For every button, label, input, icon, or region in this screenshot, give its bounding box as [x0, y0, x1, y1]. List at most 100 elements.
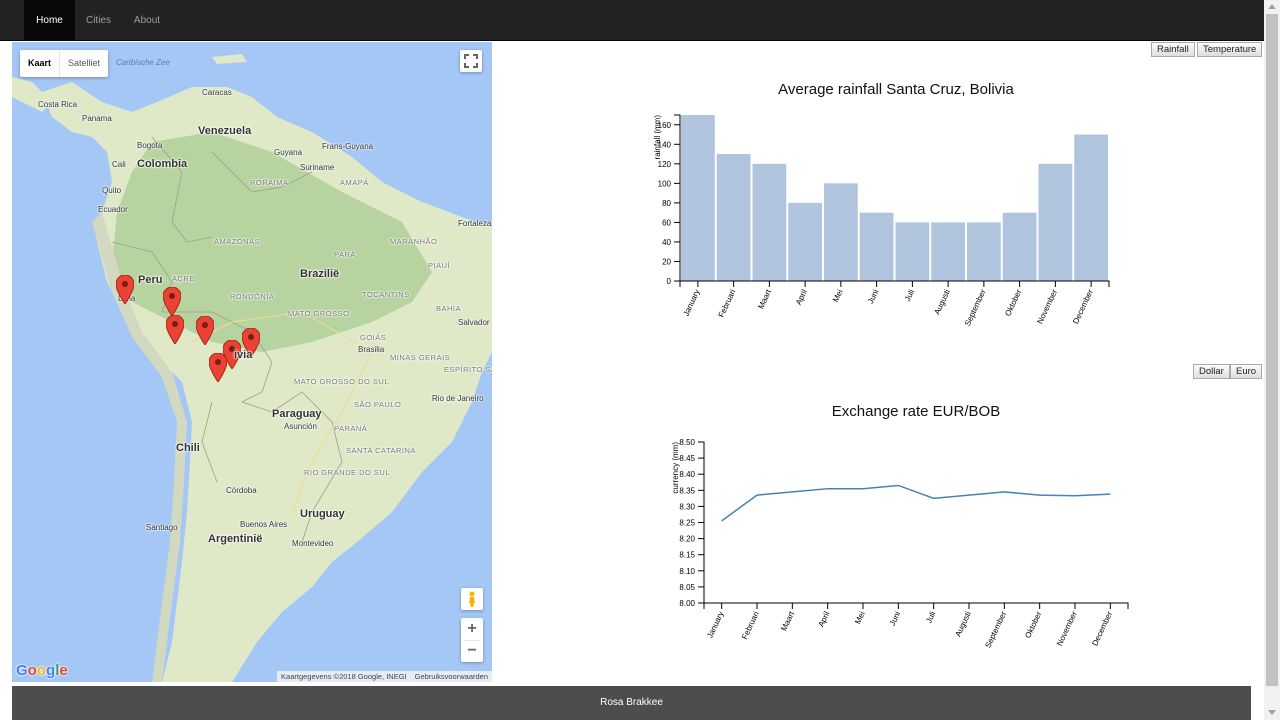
map-label-panama: Panama	[82, 114, 112, 123]
x-tick-label: Maart	[779, 609, 796, 632]
bar-april	[788, 202, 822, 281]
x-axis-line	[703, 602, 1129, 609]
map-label-sao-paulo: SÃO PAULO	[354, 400, 402, 409]
rainfall-bar-chart: 0 20 40 60 80 100 120 140 160 January Februari Maar…	[653, 114, 1110, 327]
map-label-acre: ACRE	[172, 274, 195, 283]
map-label-cali: Cali	[112, 160, 126, 169]
terms-link[interactable]: Gebruiksvoorwaarden	[414, 672, 488, 681]
map-label-maranhao: MARANHÃO	[390, 237, 438, 246]
y-tick-label: 8.00	[679, 599, 695, 608]
map-label-chili: Chili	[176, 442, 200, 454]
map-label-mato-grosso-do-sul: MATO GROSSO DO SUL	[294, 377, 389, 386]
map-type-control: Kaart Satelliet	[20, 50, 109, 77]
nav-home-link[interactable]: Home	[24, 0, 75, 41]
y-tick-label: 100	[658, 179, 672, 188]
map-label-amapa: AMAPÁ	[340, 178, 369, 187]
x-tick-label: Februari	[740, 610, 761, 641]
x-tick-label: Juli	[903, 288, 916, 303]
map-label-paraguay: Paraguay	[272, 408, 322, 420]
map-label-parana: PARANÁ	[334, 424, 368, 433]
bar-november	[1038, 163, 1073, 281]
nav-cities-link[interactable]: Cities	[85, 15, 111, 26]
map-label-mato-grosso: MATO GROSSO	[288, 309, 350, 318]
map-label-caracas: Caracas	[202, 88, 232, 97]
map-label-rio-grande-do-sul: RIO GRANDE DO SUL	[304, 468, 391, 477]
google-logo[interactable]: Google	[16, 662, 68, 679]
map-marker-icon[interactable]	[163, 287, 181, 316]
rainfall-button[interactable]: Rainfall	[1151, 42, 1195, 57]
map-type-satelliet-button[interactable]: Satelliet	[68, 58, 101, 68]
map-label-espirito-santo: ESPÍRITO SANTO	[444, 365, 492, 374]
y-tick-label: 80	[662, 199, 671, 208]
scroll-up-arrow-icon[interactable]	[1268, 4, 1276, 9]
map-label-bolivia: ivia	[234, 349, 253, 361]
x-tick-label: November	[1055, 610, 1079, 648]
bar-juni	[859, 212, 894, 281]
zoom-in-button[interactable]: +	[467, 620, 477, 637]
map-label-bahia: BAHIA	[436, 304, 462, 313]
map-type-kaart-button[interactable]: Kaart	[20, 50, 61, 77]
map-marker-icon[interactable]	[242, 328, 260, 357]
map-label-fortaleza: Fortaleza	[458, 219, 492, 228]
map-label-caribbean: Caribische Zee	[116, 58, 170, 67]
y-tick-label: 8.25	[679, 519, 695, 528]
map-marker-icon[interactable]	[209, 353, 227, 382]
map-label-argentinie: Argentinië	[208, 533, 263, 545]
map-base-shapes	[12, 54, 492, 682]
dollar-button[interactable]: Dollar	[1193, 364, 1230, 379]
zoom-out-button[interactable]: −	[467, 642, 477, 659]
x-tick-label: September	[983, 610, 1008, 650]
map-label-venezuela: Venezuela	[198, 125, 252, 137]
fullscreen-icon	[464, 54, 478, 68]
map-label-buenos-aires: Buenos Aires	[240, 520, 288, 529]
bar-january	[681, 115, 715, 281]
y-tick-label: 120	[658, 160, 672, 169]
map-label-brasilia: Brasilia	[358, 345, 385, 354]
map-label-salvador: Salvador	[458, 318, 490, 327]
nav-about-link[interactable]: About	[133, 15, 161, 26]
x-tick-label: Augusti	[953, 610, 973, 638]
map-marker-icon[interactable]	[223, 340, 241, 369]
map[interactable]: Caribische Zee Caracas Costa Rica Panama…	[12, 42, 492, 682]
street-view-button[interactable]	[461, 588, 483, 610]
bar-februari	[716, 154, 751, 281]
fullscreen-button[interactable]	[460, 50, 482, 72]
scroll-thumb[interactable]	[1266, 14, 1278, 686]
map-marker-icon[interactable]	[196, 316, 214, 345]
y-tick-label: 8.15	[679, 551, 695, 560]
map-label-piaui: PIAUÍ	[428, 261, 451, 270]
map-marker-icon[interactable]	[116, 275, 134, 304]
rainfall-chart-title: Average rainfall Santa Cruz, Bolivia	[778, 81, 1014, 98]
y-tick-label: 8.10	[679, 567, 695, 576]
x-tick-label: Maart	[756, 287, 773, 310]
temperature-button[interactable]: Temperature	[1197, 42, 1263, 57]
exchange-rate-line	[721, 484, 1111, 522]
bar-mei	[824, 183, 858, 281]
map-label-goias: GOIÁS	[360, 333, 387, 342]
page-scrollbar[interactable]	[1264, 0, 1280, 720]
x-tick-label: April	[794, 288, 809, 307]
zoom-divider	[465, 640, 479, 641]
euro-button[interactable]: Euro	[1230, 364, 1263, 379]
map-label-montevideo: Montevideo	[292, 539, 334, 548]
bar-augusti	[931, 222, 965, 281]
y-tick-label: 8.30	[679, 502, 695, 511]
y-tick-label: 8.35	[679, 486, 695, 495]
map-marker-icon[interactable]	[166, 315, 184, 344]
x-tick-label: Juli	[924, 610, 937, 625]
map-label-rondonia: RONDÔNIA	[230, 292, 275, 301]
y-tick-label: 8.20	[679, 535, 695, 544]
y-tick-label: 8.50	[679, 438, 695, 447]
map-label-quito: Quito	[102, 186, 122, 195]
map-label-uruguay: Uruguay	[300, 508, 345, 520]
y-axis-title: currency (mm)	[671, 442, 680, 494]
map-attribution: Kaartgegevens ©2018 Google, INEGI Gebruik…	[277, 671, 492, 682]
x-tick-label: April	[817, 610, 832, 629]
scroll-down-arrow-icon[interactable]	[1268, 710, 1276, 715]
map-label-roraima: RORAIMA	[250, 178, 289, 187]
map-label-tocantins: TOCANTINS	[362, 290, 410, 299]
y-tick-label: 160	[658, 121, 672, 130]
x-tick-label: Februari	[717, 288, 738, 319]
map-label-peru: Peru	[138, 274, 163, 286]
y-tick-label: 40	[662, 238, 671, 247]
